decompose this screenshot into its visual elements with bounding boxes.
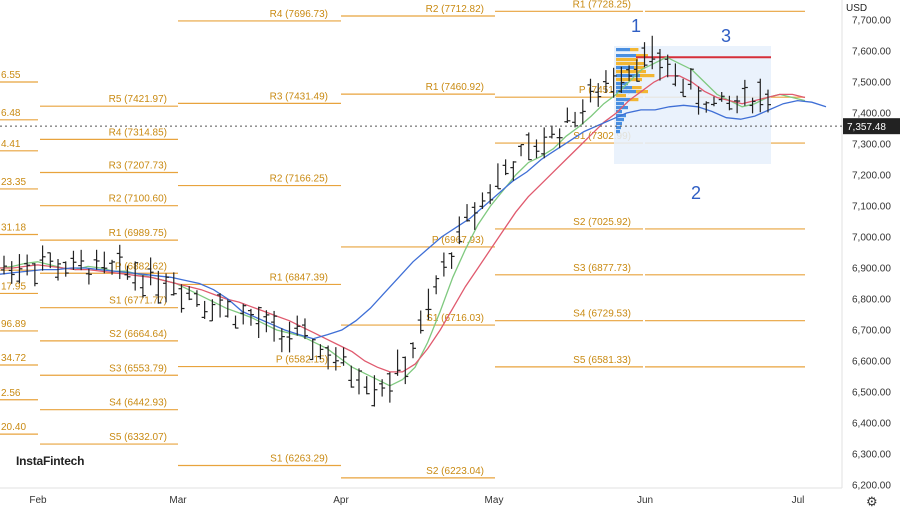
- x-tick-label: Mar: [169, 495, 187, 506]
- pivot-level-label: P (6882.62): [115, 261, 167, 272]
- pivot-level-label: S2 (6664.64): [109, 329, 167, 340]
- pivot-level-label: S2 (6223.04): [426, 466, 484, 477]
- volume-profile-bar: [616, 122, 622, 126]
- pivot-level-label: 17.95: [1, 281, 26, 292]
- pivot-level-label: R2 (7166.25): [270, 174, 328, 185]
- pivot-level-label: 96.89: [1, 319, 26, 330]
- pivot-level-label: S5 (6332.07): [109, 432, 167, 443]
- pivot-level-label: R1 (7460.92): [426, 82, 484, 93]
- pivot-level-label: R4 (7696.73): [270, 9, 328, 20]
- pivot-level-label: R1 (7728.25): [573, 0, 631, 10]
- volume-profile-bar: [616, 62, 644, 66]
- pivot-level-label: 34.72: [1, 353, 26, 364]
- volume-profile-bar: [616, 94, 626, 98]
- ma-mid-line: [0, 75, 806, 373]
- pivot-level-label: S4 (6442.93): [109, 398, 167, 409]
- pivot-level-label: S3 (6877.73): [573, 263, 631, 274]
- y-tick-label: 7,200.00: [852, 171, 891, 182]
- volume-profile-bar: [630, 48, 639, 52]
- pivot-level-label: R3 (7431.49): [270, 91, 328, 102]
- wave-label: 1: [631, 16, 641, 36]
- pivot-level-label: R4 (7314.85): [109, 127, 167, 138]
- x-tick-label: Jul: [792, 495, 805, 506]
- pivot-level-label: S3 (6553.79): [109, 363, 167, 374]
- y-tick-label: 6,500.00: [852, 388, 891, 399]
- volume-profile-bar: [616, 54, 636, 58]
- y-tick-label: 7,100.00: [852, 202, 891, 213]
- pivot-level-label: 4.41: [1, 139, 21, 150]
- y-tick-label: 6,700.00: [852, 326, 891, 337]
- volume-profile-bar: [616, 118, 624, 122]
- pivot-level-label: R2 (7712.82): [426, 4, 484, 15]
- pivot-level-label: S2 (7025.92): [573, 217, 631, 228]
- y-tick-label: 6,400.00: [852, 419, 891, 430]
- y-tick-label: 6,300.00: [852, 450, 891, 461]
- x-tick-label: Jun: [637, 495, 653, 506]
- pivot-level-label: R1 (6847.39): [270, 272, 328, 283]
- x-tick-label: May: [485, 495, 504, 506]
- gear-icon[interactable]: ⚙: [866, 494, 878, 509]
- ma-slow-line: [0, 99, 827, 340]
- y-tick-label: 7,700.00: [852, 16, 891, 27]
- pivot-level-label: P (6967.93): [432, 235, 484, 246]
- volume-profile-bar: [630, 98, 639, 102]
- volume-profile-bar: [616, 48, 630, 52]
- y-tick-label: 7,600.00: [852, 47, 891, 58]
- last-price-tag: [843, 118, 900, 135]
- pivot-level-label: S4 (6729.53): [573, 309, 631, 320]
- y-tick-label: 6,900.00: [852, 264, 891, 275]
- y-tick-label: 7,000.00: [852, 233, 891, 244]
- volume-profile-bar: [616, 58, 638, 62]
- volume-profile-bar: [640, 74, 655, 78]
- last-price-label: 7,357.48: [847, 122, 886, 133]
- pivot-level-label: R1 (6989.75): [109, 228, 167, 239]
- pivot-level-label: R3 (7207.73): [109, 161, 167, 172]
- currency-label[interactable]: USD: [846, 3, 868, 14]
- pivot-level-label: S1 (6771.77): [109, 296, 167, 307]
- volume-profile-bar: [636, 54, 648, 58]
- pivot-level-label: R5 (7421.97): [109, 94, 167, 105]
- volume-profile-bar: [616, 126, 621, 130]
- y-tick-label: 6,800.00: [852, 295, 891, 306]
- volume-profile-bar: [616, 102, 624, 106]
- pivot-level-label: S1 (6263.29): [270, 453, 328, 464]
- volume-profile-bar: [616, 98, 630, 102]
- pivot-level-label: P (7451.19): [579, 85, 631, 96]
- pivot-level-label: 6.55: [1, 70, 21, 81]
- y-tick-label: 7,500.00: [852, 78, 891, 89]
- volume-profile-bar: [616, 90, 636, 94]
- pivot-level-label: R2 (7100.60): [109, 194, 167, 205]
- volume-profile-bar: [632, 86, 642, 90]
- volume-profile-bar: [616, 74, 640, 78]
- volume-profile-bar: [616, 82, 628, 86]
- pivot-level-label: 31.18: [1, 223, 26, 234]
- pivot-level-label: S1 (7302.99): [573, 131, 631, 142]
- pivot-level-label: S1 (6716.03): [426, 313, 484, 324]
- pivot-level-label: 6.48: [1, 108, 21, 119]
- pivot-level-label: 20.40: [1, 422, 26, 433]
- volume-profile-bar: [616, 70, 646, 74]
- y-tick-label: 6,600.00: [852, 357, 891, 368]
- volume-profile-bar: [634, 66, 645, 70]
- y-tick-label: 7,300.00: [852, 140, 891, 151]
- brand-logo: InstaFintech: [16, 454, 85, 468]
- volume-profile-bar: [616, 110, 622, 114]
- volume-profile-bar: [616, 130, 620, 134]
- y-tick-label: 7,400.00: [852, 109, 891, 120]
- wave-label: 3: [721, 26, 731, 46]
- pivot-level-label: P (6582.15): [276, 355, 328, 366]
- pivot-level-label: 2.56: [1, 388, 21, 399]
- pivot-level-label: S5 (6581.33): [573, 355, 631, 366]
- x-tick-label: Apr: [333, 495, 349, 506]
- y-tick-label: 6,200.00: [852, 481, 891, 492]
- x-tick-label: Feb: [29, 495, 47, 506]
- pivot-level-label: 23.35: [1, 177, 26, 188]
- wave-label: 2: [691, 183, 701, 203]
- volume-profile-bar: [616, 66, 634, 70]
